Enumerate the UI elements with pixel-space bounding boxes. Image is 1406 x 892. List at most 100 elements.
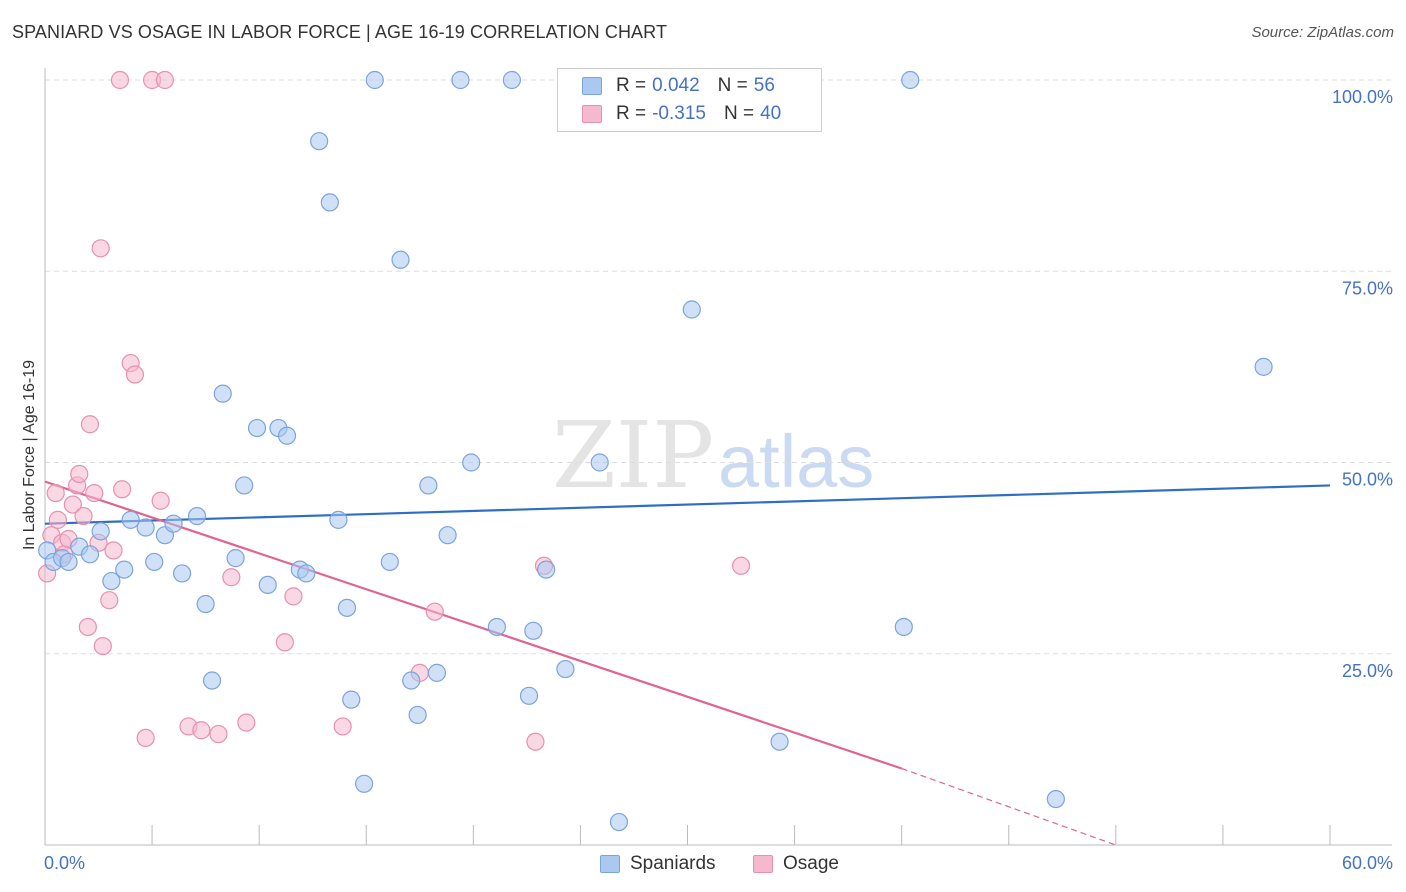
- osage-point: [222, 568, 241, 587]
- osage-point: [237, 713, 256, 732]
- spaniards-point: [451, 70, 470, 90]
- osage-point: [85, 484, 104, 503]
- legend-r-label: R =: [616, 75, 647, 96]
- spaniards-point: [556, 659, 575, 679]
- legend-n-label: N =: [723, 103, 755, 124]
- spaniards-point: [202, 671, 222, 690]
- spaniards-point: [524, 621, 543, 640]
- spaniards-point: [164, 514, 183, 533]
- spaniards-point: [310, 132, 329, 151]
- spaniards-point: [342, 690, 361, 709]
- y-tick-label: 50.0%: [1342, 470, 1393, 490]
- spaniards-point: [1254, 357, 1273, 376]
- spaniards-point: [901, 70, 920, 90]
- spaniards-point: [226, 549, 245, 568]
- osage-point: [333, 717, 352, 736]
- spaniards-point: [59, 552, 78, 572]
- legend-row-osage: R = -0.315 N = 40: [582, 101, 781, 127]
- spaniards-point: [297, 564, 316, 583]
- osage-point: [74, 506, 93, 526]
- bottom-legend-spaniards: Spaniards: [600, 852, 716, 876]
- bottom-legend-swatch-spaniards: [600, 855, 620, 873]
- osage-point: [100, 591, 119, 610]
- spaniards-point: [770, 732, 789, 751]
- spaniards-point: [320, 193, 339, 212]
- spaniards-point: [894, 617, 913, 637]
- spaniards-point: [187, 506, 207, 526]
- legend-r-label: R =: [616, 103, 647, 124]
- spaniards-point: [590, 453, 609, 472]
- grid-lines: [45, 79, 1392, 655]
- spaniards-point: [247, 418, 267, 438]
- spaniards-point: [355, 774, 374, 793]
- spaniards-point: [258, 575, 277, 595]
- spaniards-point: [609, 812, 629, 832]
- osage-point: [93, 636, 112, 656]
- spaniards-point: [337, 598, 357, 617]
- osage-point: [63, 495, 82, 514]
- spaniards-point: [277, 426, 297, 445]
- osage-point: [136, 728, 155, 748]
- osage-point: [91, 239, 110, 258]
- spaniards-point: [1046, 789, 1065, 809]
- bottom-legend-label-osage: Osage: [783, 853, 839, 874]
- trend-lines: [44, 480, 1331, 846]
- spaniards-trend-line: [44, 484, 1331, 525]
- spaniards-point: [682, 300, 701, 319]
- bottom-legend-swatch-osage: [753, 855, 773, 873]
- spaniards-point: [487, 617, 506, 637]
- spaniards-point: [213, 384, 232, 403]
- spaniards-point: [196, 594, 215, 614]
- axes: [44, 68, 1392, 846]
- spaniards-point: [172, 564, 192, 583]
- spaniards-point: [408, 705, 427, 725]
- osage-point: [209, 724, 228, 744]
- osage-point: [284, 587, 303, 606]
- osage-point: [151, 491, 170, 510]
- source-label: Source: ZipAtlas.com: [1251, 24, 1394, 41]
- osage-point: [78, 617, 97, 637]
- legend-r-value: -0.315: [652, 103, 706, 124]
- y-tick-label: 25.0%: [1342, 661, 1393, 681]
- legend-n-label: N =: [717, 75, 748, 96]
- spaniards-point: [502, 70, 521, 90]
- osage-trend-line-extension: [901, 767, 1117, 846]
- osage-point: [425, 602, 444, 621]
- tick-labels: 100.0% 75.0% 50.0% 25.0% 0.0% 60.0%: [44, 87, 1393, 873]
- legend: R = 0.042 N = 56 R = -0.315 N = 40: [557, 68, 822, 132]
- x-tick-label: 60.0%: [1342, 853, 1393, 873]
- chart-title: SPANIARD VS OSAGE IN LABOR FORCE | AGE 1…: [12, 22, 668, 42]
- osage-point: [80, 415, 100, 434]
- watermark-zip: ZIP: [552, 402, 714, 509]
- spaniards-point: [136, 518, 155, 537]
- osage-point: [112, 480, 132, 499]
- legend-swatch-osage: [582, 105, 602, 123]
- spaniards-point: [365, 70, 384, 90]
- spaniards-point: [80, 545, 100, 564]
- spaniards-point: [462, 453, 481, 472]
- osage-point: [731, 556, 751, 575]
- spaniards-point: [329, 510, 348, 529]
- spaniards-point: [380, 552, 399, 572]
- y-tick-label: 75.0%: [1342, 278, 1393, 298]
- watermark-atlas: atlas: [718, 420, 874, 503]
- legend-n-value: 40: [760, 103, 782, 124]
- osage-point: [526, 732, 545, 751]
- data-points: [38, 70, 1273, 832]
- spaniards-point: [402, 671, 421, 690]
- y-tick-label: 100.0%: [1332, 87, 1393, 107]
- spaniards-point: [438, 526, 457, 545]
- osage-point: [275, 633, 294, 652]
- osage-point: [110, 70, 130, 90]
- spaniards-point: [91, 522, 110, 541]
- osage-point: [192, 721, 211, 740]
- spaniards-point: [102, 571, 121, 591]
- osage-point: [125, 365, 145, 384]
- spaniards-point: [419, 476, 438, 495]
- spaniards-point: [537, 560, 556, 579]
- spaniards-point: [427, 663, 447, 682]
- osage-point: [104, 541, 123, 560]
- legend-r-value: 0.042: [652, 75, 700, 96]
- osage-point: [46, 484, 65, 503]
